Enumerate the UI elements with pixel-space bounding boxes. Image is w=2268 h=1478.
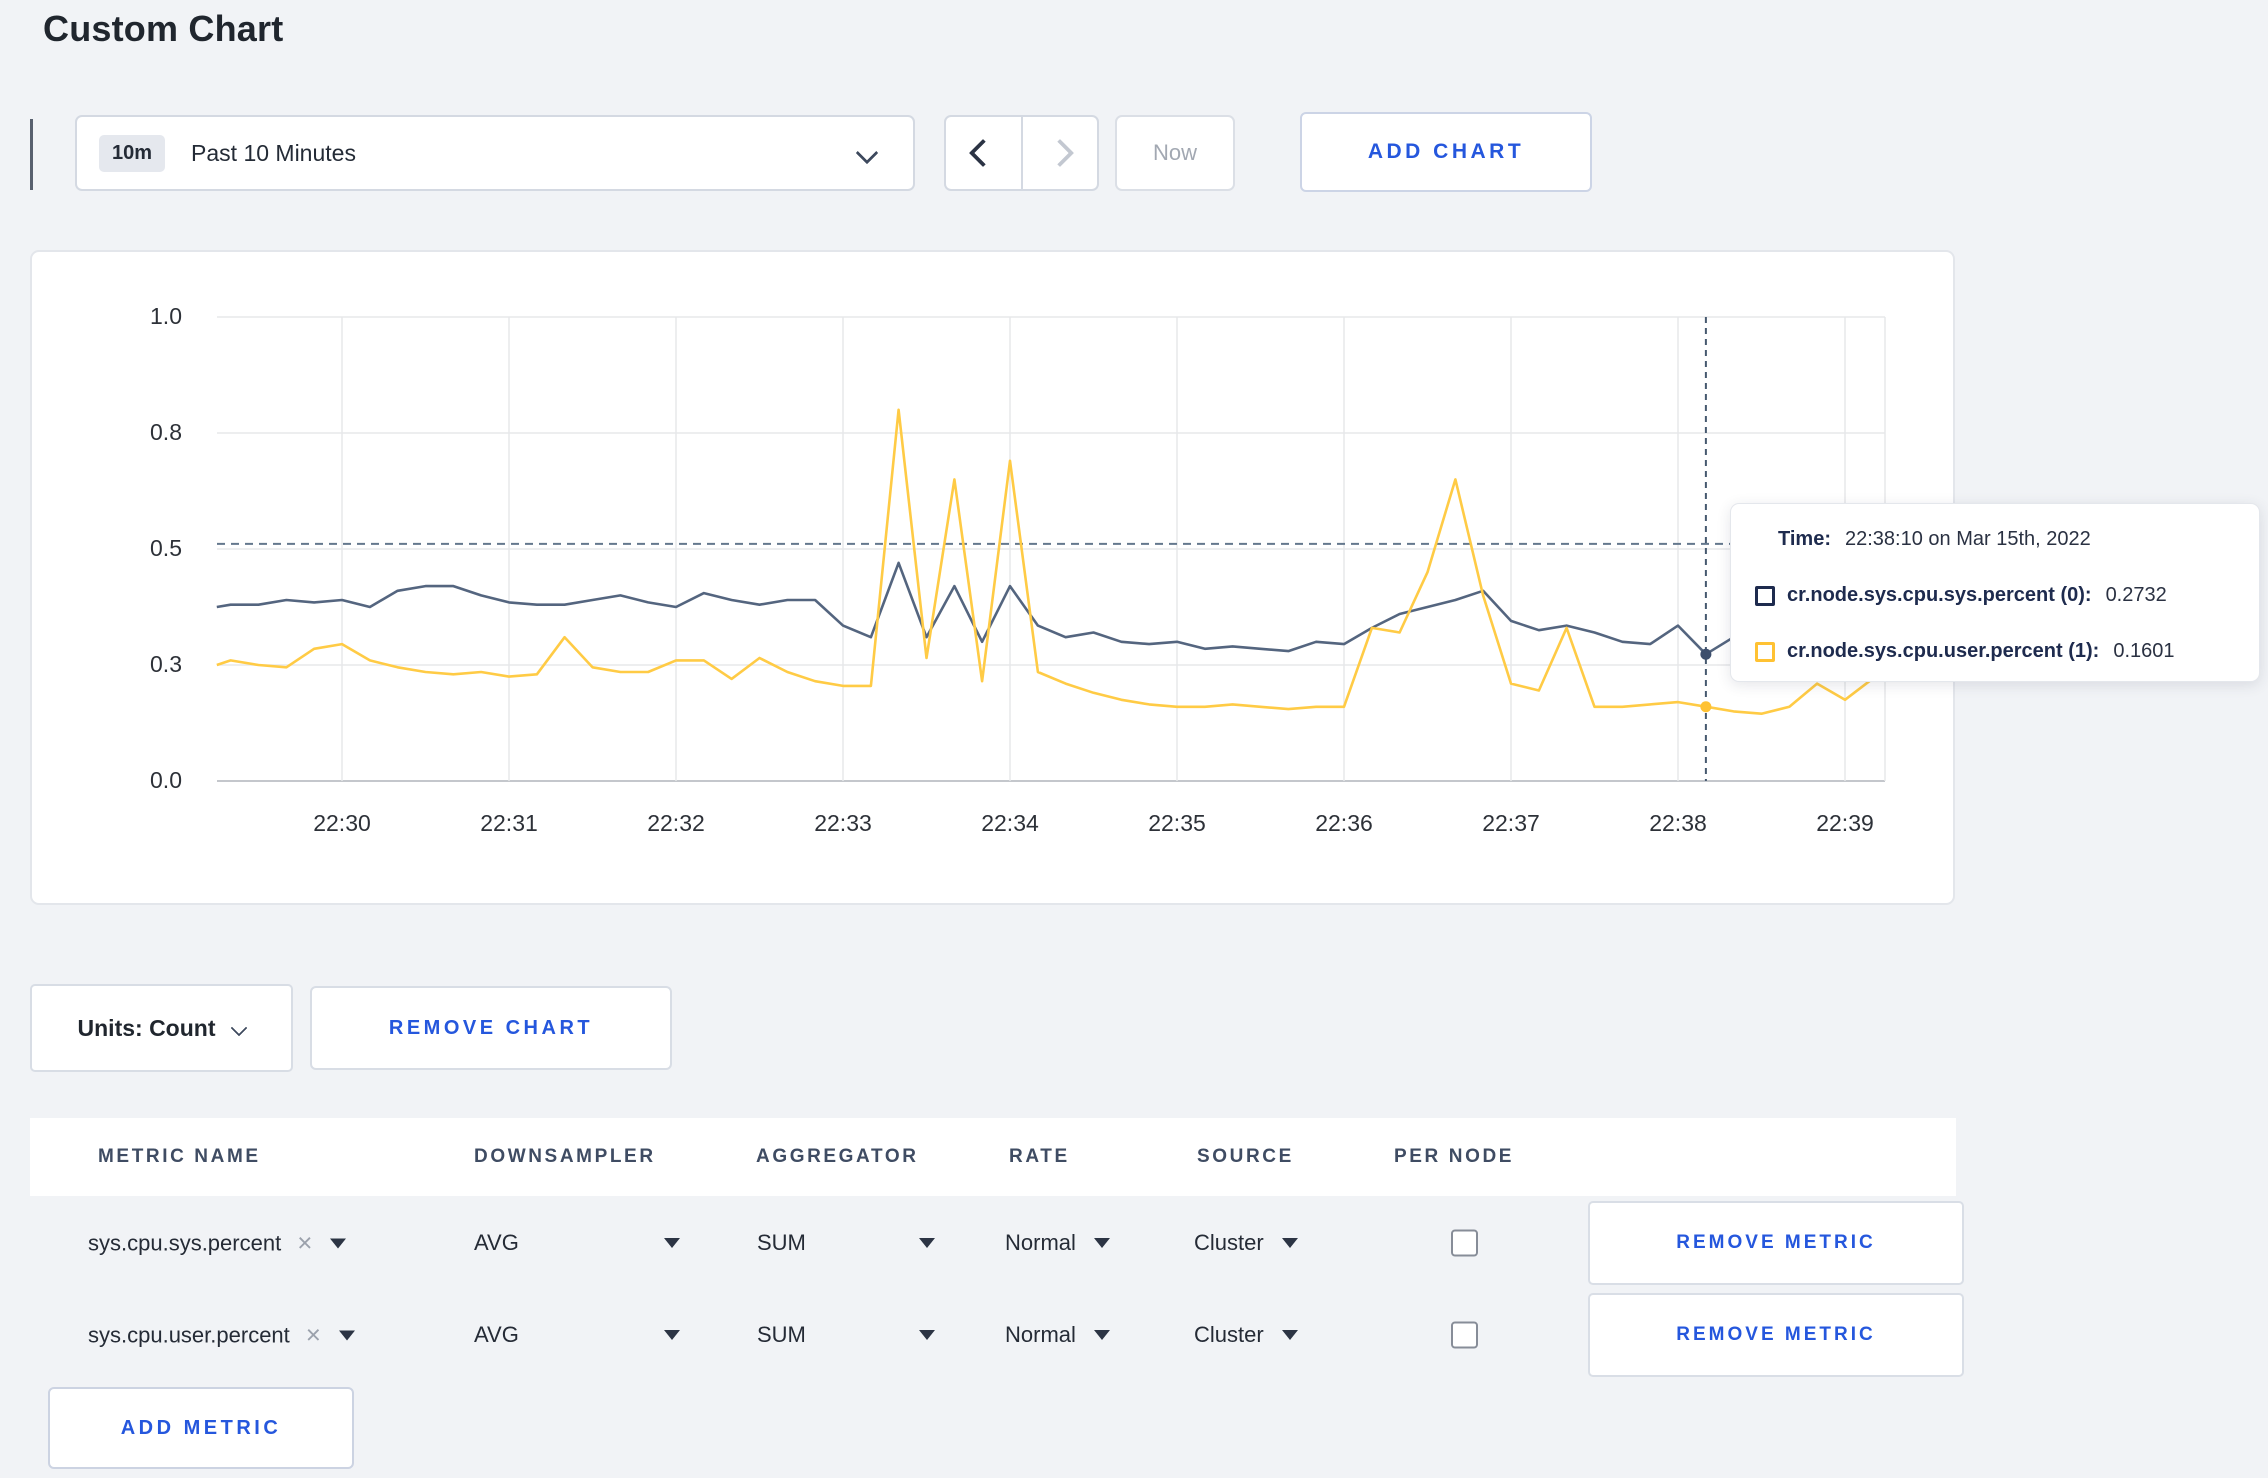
col-header-rate: RATE xyxy=(1009,1146,1070,1167)
chevron-down-icon xyxy=(855,141,879,165)
tooltip-series2-row: cr.node.sys.cpu.user.percent (1): 0.1601 xyxy=(1755,640,2239,663)
triangle-down-icon xyxy=(664,1238,680,1248)
per-node-checkbox[interactable] xyxy=(1451,1321,1478,1349)
metrics-table-header: METRIC NAME DOWNSAMPLER AGGREGATOR RATE … xyxy=(30,1118,1956,1196)
col-header-source: SOURCE xyxy=(1197,1146,1294,1167)
remove-chart-button[interactable]: REMOVE CHART xyxy=(310,986,672,1070)
metric-row: sys.cpu.sys.percent × AVG SUM Normal Clu… xyxy=(30,1198,1964,1288)
add-chart-label: ADD CHART xyxy=(1367,140,1525,163)
triangle-down-icon xyxy=(330,1238,347,1248)
rate-value: Normal xyxy=(1005,1230,1076,1255)
aggregator-dropdown[interactable]: SUM xyxy=(757,1230,935,1256)
aggregator-dropdown[interactable]: SUM xyxy=(757,1322,935,1348)
time-range-label: Past 10 Minutes xyxy=(191,139,356,166)
per-node-checkbox[interactable] xyxy=(1451,1229,1478,1257)
source-value: Cluster xyxy=(1194,1230,1264,1255)
add-metric-button[interactable]: ADD METRIC xyxy=(48,1387,354,1469)
tooltip-series2-label: cr.node.sys.cpu.user.percent (1): xyxy=(1787,640,2100,662)
aggregator-value: SUM xyxy=(757,1322,806,1347)
tooltip-time-row: Time: 22:38:10 on Mar 15th, 2022 xyxy=(1755,528,2239,551)
add-chart-button[interactable]: ADD CHART xyxy=(1300,112,1592,192)
add-metric-label: ADD METRIC xyxy=(120,1416,282,1439)
source-value: Cluster xyxy=(1194,1322,1264,1347)
metric-name-value: sys.cpu.user.percent xyxy=(88,1322,290,1347)
chevron-left-icon xyxy=(969,138,998,168)
col-header-downsampler: DOWNSAMPLER xyxy=(474,1146,656,1167)
source-dropdown[interactable]: Cluster xyxy=(1194,1322,1298,1348)
col-header-metric-name: METRIC NAME xyxy=(98,1146,261,1167)
rate-dropdown[interactable]: Normal xyxy=(1005,1322,1110,1348)
aggregator-value: SUM xyxy=(757,1230,806,1255)
metric-name-dropdown[interactable]: sys.cpu.user.percent × xyxy=(88,1320,355,1351)
triangle-down-icon xyxy=(919,1238,935,1248)
remove-metric-label: REMOVE METRIC xyxy=(1676,1324,1876,1345)
metric-name-value: sys.cpu.sys.percent xyxy=(88,1230,282,1255)
clear-metric-icon[interactable]: × xyxy=(297,1227,313,1258)
triangle-down-icon xyxy=(1281,1330,1298,1340)
page-title: Custom Chart xyxy=(43,8,284,49)
tooltip-series1-row: cr.node.sys.cpu.sys.percent (0): 0.2732 xyxy=(1755,584,2239,607)
cpu-percent-line-chart[interactable] xyxy=(32,252,1953,903)
tooltip-series2-value: 0.1601 xyxy=(2113,640,2175,662)
now-button[interactable]: Now xyxy=(1115,115,1235,191)
triangle-down-icon xyxy=(919,1330,935,1340)
units-dropdown[interactable]: Units: Count xyxy=(30,984,293,1072)
downsampler-dropdown[interactable]: AVG xyxy=(474,1322,680,1348)
triangle-down-icon xyxy=(1281,1238,1298,1248)
chart-tooltip: Time: 22:38:10 on Mar 15th, 2022 cr.node… xyxy=(1730,503,2260,682)
downsampler-dropdown[interactable]: AVG xyxy=(474,1230,680,1256)
triangle-down-icon xyxy=(664,1330,680,1340)
time-range-badge: 10m xyxy=(99,134,166,172)
time-next-button[interactable] xyxy=(1021,115,1099,191)
col-header-aggregator: AGGREGATOR xyxy=(756,1146,919,1167)
time-nav-group xyxy=(944,115,1099,191)
metric-row: sys.cpu.user.percent × AVG SUM Normal Cl… xyxy=(30,1290,1964,1380)
tooltip-time-value: 22:38:10 on Mar 15th, 2022 xyxy=(1844,528,2091,550)
remove-metric-button[interactable]: REMOVE METRIC xyxy=(1588,1293,1964,1377)
triangle-down-icon xyxy=(1093,1238,1110,1248)
tooltip-series1-value: 0.2732 xyxy=(2105,584,2167,606)
source-dropdown[interactable]: Cluster xyxy=(1194,1230,1298,1256)
remove-metric-label: REMOVE METRIC xyxy=(1676,1232,1876,1253)
series-user-swatch-icon xyxy=(1755,641,1775,662)
tooltip-time-label: Time: xyxy=(1778,528,1831,550)
metric-name-dropdown[interactable]: sys.cpu.sys.percent × xyxy=(88,1227,347,1259)
units-label: Units: Count xyxy=(77,1014,216,1041)
remove-chart-label: REMOVE CHART xyxy=(388,1016,594,1039)
triangle-down-icon xyxy=(338,1330,355,1340)
downsampler-value: AVG xyxy=(474,1322,519,1347)
triangle-down-icon xyxy=(1093,1330,1110,1340)
series-sys-swatch-icon xyxy=(1755,585,1775,606)
tooltip-series1-label: cr.node.sys.cpu.sys.percent (0): xyxy=(1787,584,2092,606)
toolbar-left-divider xyxy=(30,119,33,190)
remove-metric-button[interactable]: REMOVE METRIC xyxy=(1588,1201,1964,1285)
downsampler-value: AVG xyxy=(474,1230,519,1255)
time-prev-button[interactable] xyxy=(944,115,1022,191)
rate-value: Normal xyxy=(1005,1322,1076,1347)
now-button-label: Now xyxy=(1152,140,1197,165)
chevron-down-icon xyxy=(230,1019,248,1037)
time-range-dropdown[interactable]: 10m Past 10 Minutes xyxy=(75,115,915,191)
chevron-right-icon xyxy=(1045,138,1074,168)
rate-dropdown[interactable]: Normal xyxy=(1005,1230,1110,1256)
clear-metric-icon[interactable]: × xyxy=(305,1319,321,1350)
col-header-per-node: PER NODE xyxy=(1394,1146,1515,1167)
chart-panel: 0.0 0.3 0.5 0.8 1.0 22:30 22:31 22:32 22:33 22:34… xyxy=(30,250,1955,905)
